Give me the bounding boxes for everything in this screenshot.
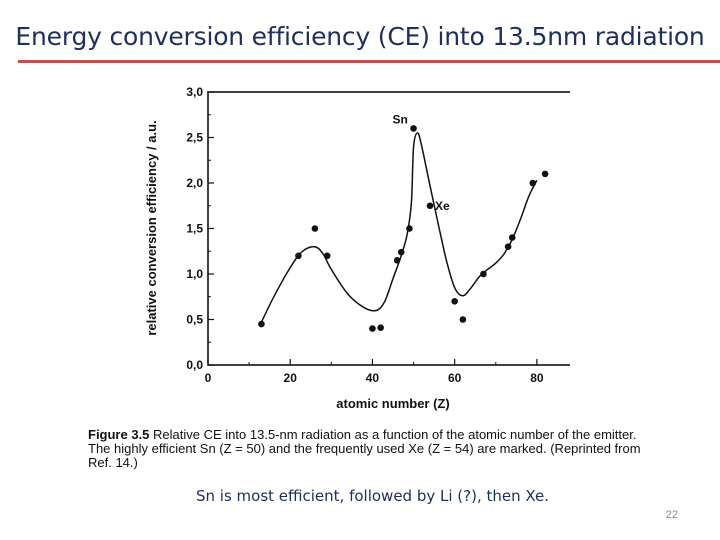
data-point xyxy=(377,324,384,331)
annotation-xe: Xe xyxy=(435,199,450,213)
y-tick-label: 0,5 xyxy=(186,313,203,327)
y-axis: 0,0 0,5 1,0 1,5 2,0 2,5 3,0 xyxy=(186,85,214,372)
data-point xyxy=(369,325,376,332)
data-point xyxy=(311,225,319,232)
data-point xyxy=(258,320,265,328)
figure-caption-text: Relative CE into 13.5-nm radiation as a … xyxy=(88,427,641,470)
x-tick-label: 80 xyxy=(530,371,544,385)
y-tick-label: 2,5 xyxy=(186,131,203,145)
data-point xyxy=(459,316,467,323)
data-point xyxy=(508,234,516,241)
x-tick-label: 40 xyxy=(366,371,380,385)
slide-title: Energy conversion efficiency (CE) into 1… xyxy=(15,22,705,51)
y-tick-label: 0,0 xyxy=(186,358,203,372)
data-point xyxy=(393,257,401,264)
data-point xyxy=(426,202,434,210)
slide-note: Sn is most efficient, followed by Li (?)… xyxy=(195,487,549,505)
data-point xyxy=(451,298,458,305)
data-point xyxy=(480,270,487,278)
y-tick-label: 1,0 xyxy=(186,267,203,281)
data-points xyxy=(258,125,549,332)
x-axis-label: atomic number (Z) xyxy=(336,396,449,411)
figure-label: Figure 3.5 xyxy=(88,427,150,442)
page-number: 22 xyxy=(665,509,678,521)
x-axis: 0 20 40 60 80 xyxy=(205,359,544,385)
data-point xyxy=(529,179,537,187)
trend-line xyxy=(260,132,538,323)
annotation-sn: Sn xyxy=(393,112,408,126)
data-point xyxy=(406,225,413,232)
data-point xyxy=(295,252,302,260)
y-tick-label: 1,5 xyxy=(186,222,203,236)
x-tick-label: 20 xyxy=(284,371,298,385)
y-tick-label: 3,0 xyxy=(186,85,203,99)
data-point xyxy=(397,248,405,256)
data-point xyxy=(541,170,549,178)
title-divider xyxy=(18,60,720,63)
x-tick-label: 60 xyxy=(448,371,462,385)
data-point xyxy=(410,125,417,132)
data-point xyxy=(504,243,512,250)
figure-caption: Figure 3.5 Relative CE into 13.5-nm radi… xyxy=(88,428,648,470)
efficiency-chart: 0 20 40 60 80 0,0 0,5 1,0 1,5 2,0 2,5 3,0 Sn Xe ato… xyxy=(144,85,570,411)
annotations: Sn Xe xyxy=(393,112,450,212)
y-axis-label: relative conversion efficiency / a.u. xyxy=(144,120,159,335)
data-point xyxy=(323,252,331,260)
y-tick-label: 2,0 xyxy=(186,176,203,190)
x-tick-label: 0 xyxy=(205,371,212,385)
